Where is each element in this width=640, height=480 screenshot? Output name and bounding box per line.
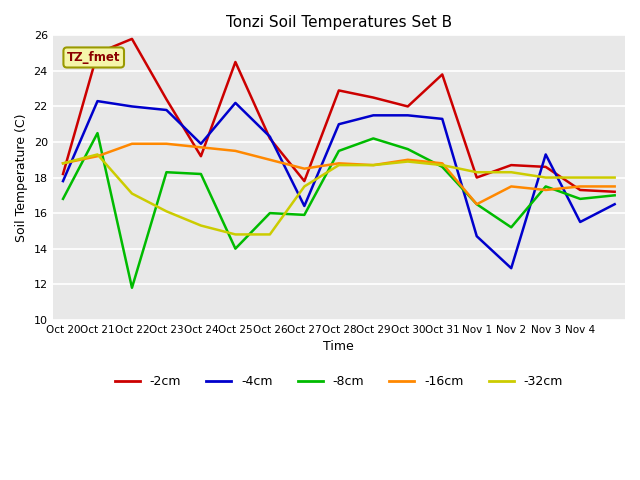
-2cm xyxy=(577,187,584,193)
-16cm xyxy=(197,144,205,150)
-2cm xyxy=(611,189,618,195)
Y-axis label: Soil Temperature (C): Soil Temperature (C) xyxy=(15,113,28,242)
-4cm xyxy=(301,203,308,209)
-16cm xyxy=(611,183,618,189)
-8cm xyxy=(404,146,412,152)
-32cm xyxy=(128,191,136,196)
-16cm xyxy=(93,153,101,159)
-8cm xyxy=(128,285,136,291)
-32cm xyxy=(369,162,377,168)
-4cm xyxy=(542,152,550,157)
-8cm xyxy=(438,164,446,170)
-8cm xyxy=(508,225,515,230)
-16cm xyxy=(508,183,515,189)
-16cm xyxy=(232,148,239,154)
-8cm xyxy=(232,246,239,252)
-4cm xyxy=(128,104,136,109)
-32cm xyxy=(611,175,618,180)
-2cm xyxy=(59,171,67,177)
-8cm xyxy=(163,169,170,175)
-16cm xyxy=(577,183,584,189)
Line: -2cm: -2cm xyxy=(63,39,614,192)
-4cm xyxy=(335,121,342,127)
-2cm xyxy=(335,87,342,93)
-4cm xyxy=(93,98,101,104)
-32cm xyxy=(266,231,274,237)
-2cm xyxy=(438,72,446,77)
-4cm xyxy=(577,219,584,225)
-4cm xyxy=(232,100,239,106)
-32cm xyxy=(197,223,205,228)
-2cm xyxy=(266,135,274,141)
-2cm xyxy=(473,175,481,180)
-4cm xyxy=(197,141,205,147)
-16cm xyxy=(59,160,67,166)
-4cm xyxy=(508,265,515,271)
-4cm xyxy=(473,233,481,239)
-2cm xyxy=(369,95,377,100)
-2cm xyxy=(232,59,239,65)
-32cm xyxy=(59,160,67,166)
-4cm xyxy=(163,107,170,113)
-16cm xyxy=(404,157,412,163)
-16cm xyxy=(473,201,481,207)
Line: -4cm: -4cm xyxy=(63,101,614,268)
Text: TZ_fmet: TZ_fmet xyxy=(67,51,120,64)
-32cm xyxy=(404,159,412,165)
Line: -8cm: -8cm xyxy=(63,133,614,288)
-2cm xyxy=(93,50,101,56)
Line: -16cm: -16cm xyxy=(63,144,614,204)
-16cm xyxy=(266,157,274,163)
-2cm xyxy=(301,178,308,184)
-32cm xyxy=(232,231,239,237)
-8cm xyxy=(59,196,67,202)
-2cm xyxy=(542,164,550,170)
-32cm xyxy=(438,162,446,168)
-16cm xyxy=(301,166,308,171)
-8cm xyxy=(369,135,377,141)
X-axis label: Time: Time xyxy=(323,340,354,353)
-16cm xyxy=(369,162,377,168)
Line: -32cm: -32cm xyxy=(63,155,614,234)
-32cm xyxy=(163,208,170,214)
-8cm xyxy=(611,192,618,198)
-4cm xyxy=(59,178,67,184)
-4cm xyxy=(611,201,618,207)
-4cm xyxy=(266,134,274,140)
-16cm xyxy=(163,141,170,147)
-2cm xyxy=(404,104,412,109)
-2cm xyxy=(128,36,136,42)
-32cm xyxy=(577,175,584,180)
-2cm xyxy=(197,153,205,159)
-8cm xyxy=(197,171,205,177)
-8cm xyxy=(335,148,342,154)
-8cm xyxy=(301,212,308,218)
-4cm xyxy=(369,112,377,118)
-4cm xyxy=(404,112,412,118)
-4cm xyxy=(438,116,446,122)
-32cm xyxy=(508,169,515,175)
-8cm xyxy=(93,130,101,136)
-32cm xyxy=(93,152,101,157)
Title: Tonzi Soil Temperatures Set B: Tonzi Soil Temperatures Set B xyxy=(226,15,452,30)
-16cm xyxy=(128,141,136,147)
-32cm xyxy=(335,162,342,168)
-16cm xyxy=(438,160,446,166)
-8cm xyxy=(266,210,274,216)
-2cm xyxy=(163,96,170,102)
-2cm xyxy=(508,162,515,168)
-8cm xyxy=(577,196,584,202)
-8cm xyxy=(473,201,481,207)
-32cm xyxy=(473,169,481,175)
Legend: -2cm, -4cm, -8cm, -16cm, -32cm: -2cm, -4cm, -8cm, -16cm, -32cm xyxy=(109,370,568,393)
-32cm xyxy=(301,183,308,189)
-16cm xyxy=(542,187,550,193)
-16cm xyxy=(335,160,342,166)
-8cm xyxy=(542,183,550,189)
-32cm xyxy=(542,175,550,180)
